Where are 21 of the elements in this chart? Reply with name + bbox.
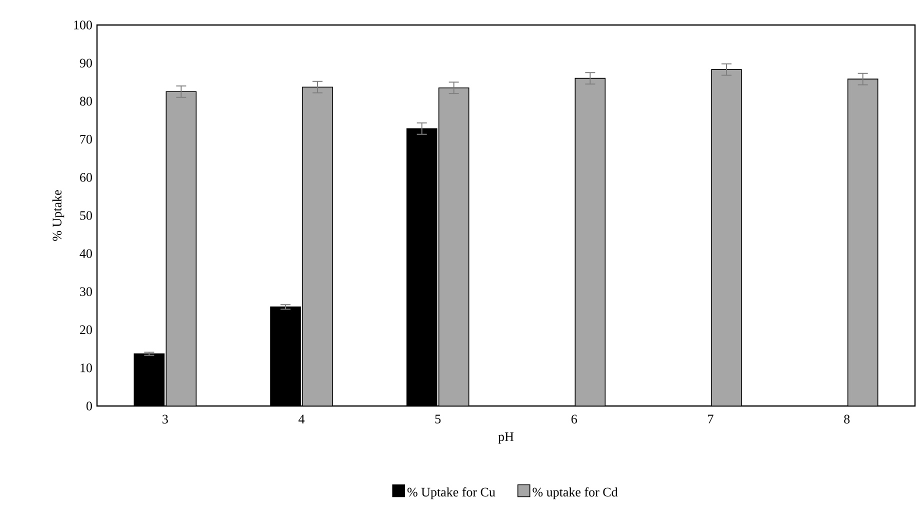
legend-label: % uptake for Cd xyxy=(532,487,618,500)
y-tick-label: 40 xyxy=(80,249,92,258)
y-tick-label: 30 xyxy=(80,287,92,296)
y-tick-label: 100 xyxy=(74,20,92,30)
y-tick-label: 70 xyxy=(80,134,92,144)
x-tick-label: 7 xyxy=(708,414,714,424)
x-tick-label: 4 xyxy=(298,414,305,424)
y-tick-label: 10 xyxy=(80,364,92,372)
y-tick-label: 20 xyxy=(80,325,92,334)
y-axis-title: % Uptake xyxy=(52,190,64,241)
y-tick-label: 0 xyxy=(86,402,92,410)
y-tick-label: 50 xyxy=(80,211,92,220)
x-tick-label: 5 xyxy=(435,414,441,424)
x-tick-label: 8 xyxy=(844,414,850,424)
y-tick-label: 80 xyxy=(80,96,92,106)
y-tick-label: 90 xyxy=(80,58,92,68)
x-tick-label: 6 xyxy=(571,414,578,424)
legend-label: % Uptake for Cu xyxy=(407,487,496,500)
x-axis-title: pH xyxy=(498,432,514,444)
x-tick-label: 3 xyxy=(162,414,168,424)
y-tick-label: 60 xyxy=(80,173,92,182)
